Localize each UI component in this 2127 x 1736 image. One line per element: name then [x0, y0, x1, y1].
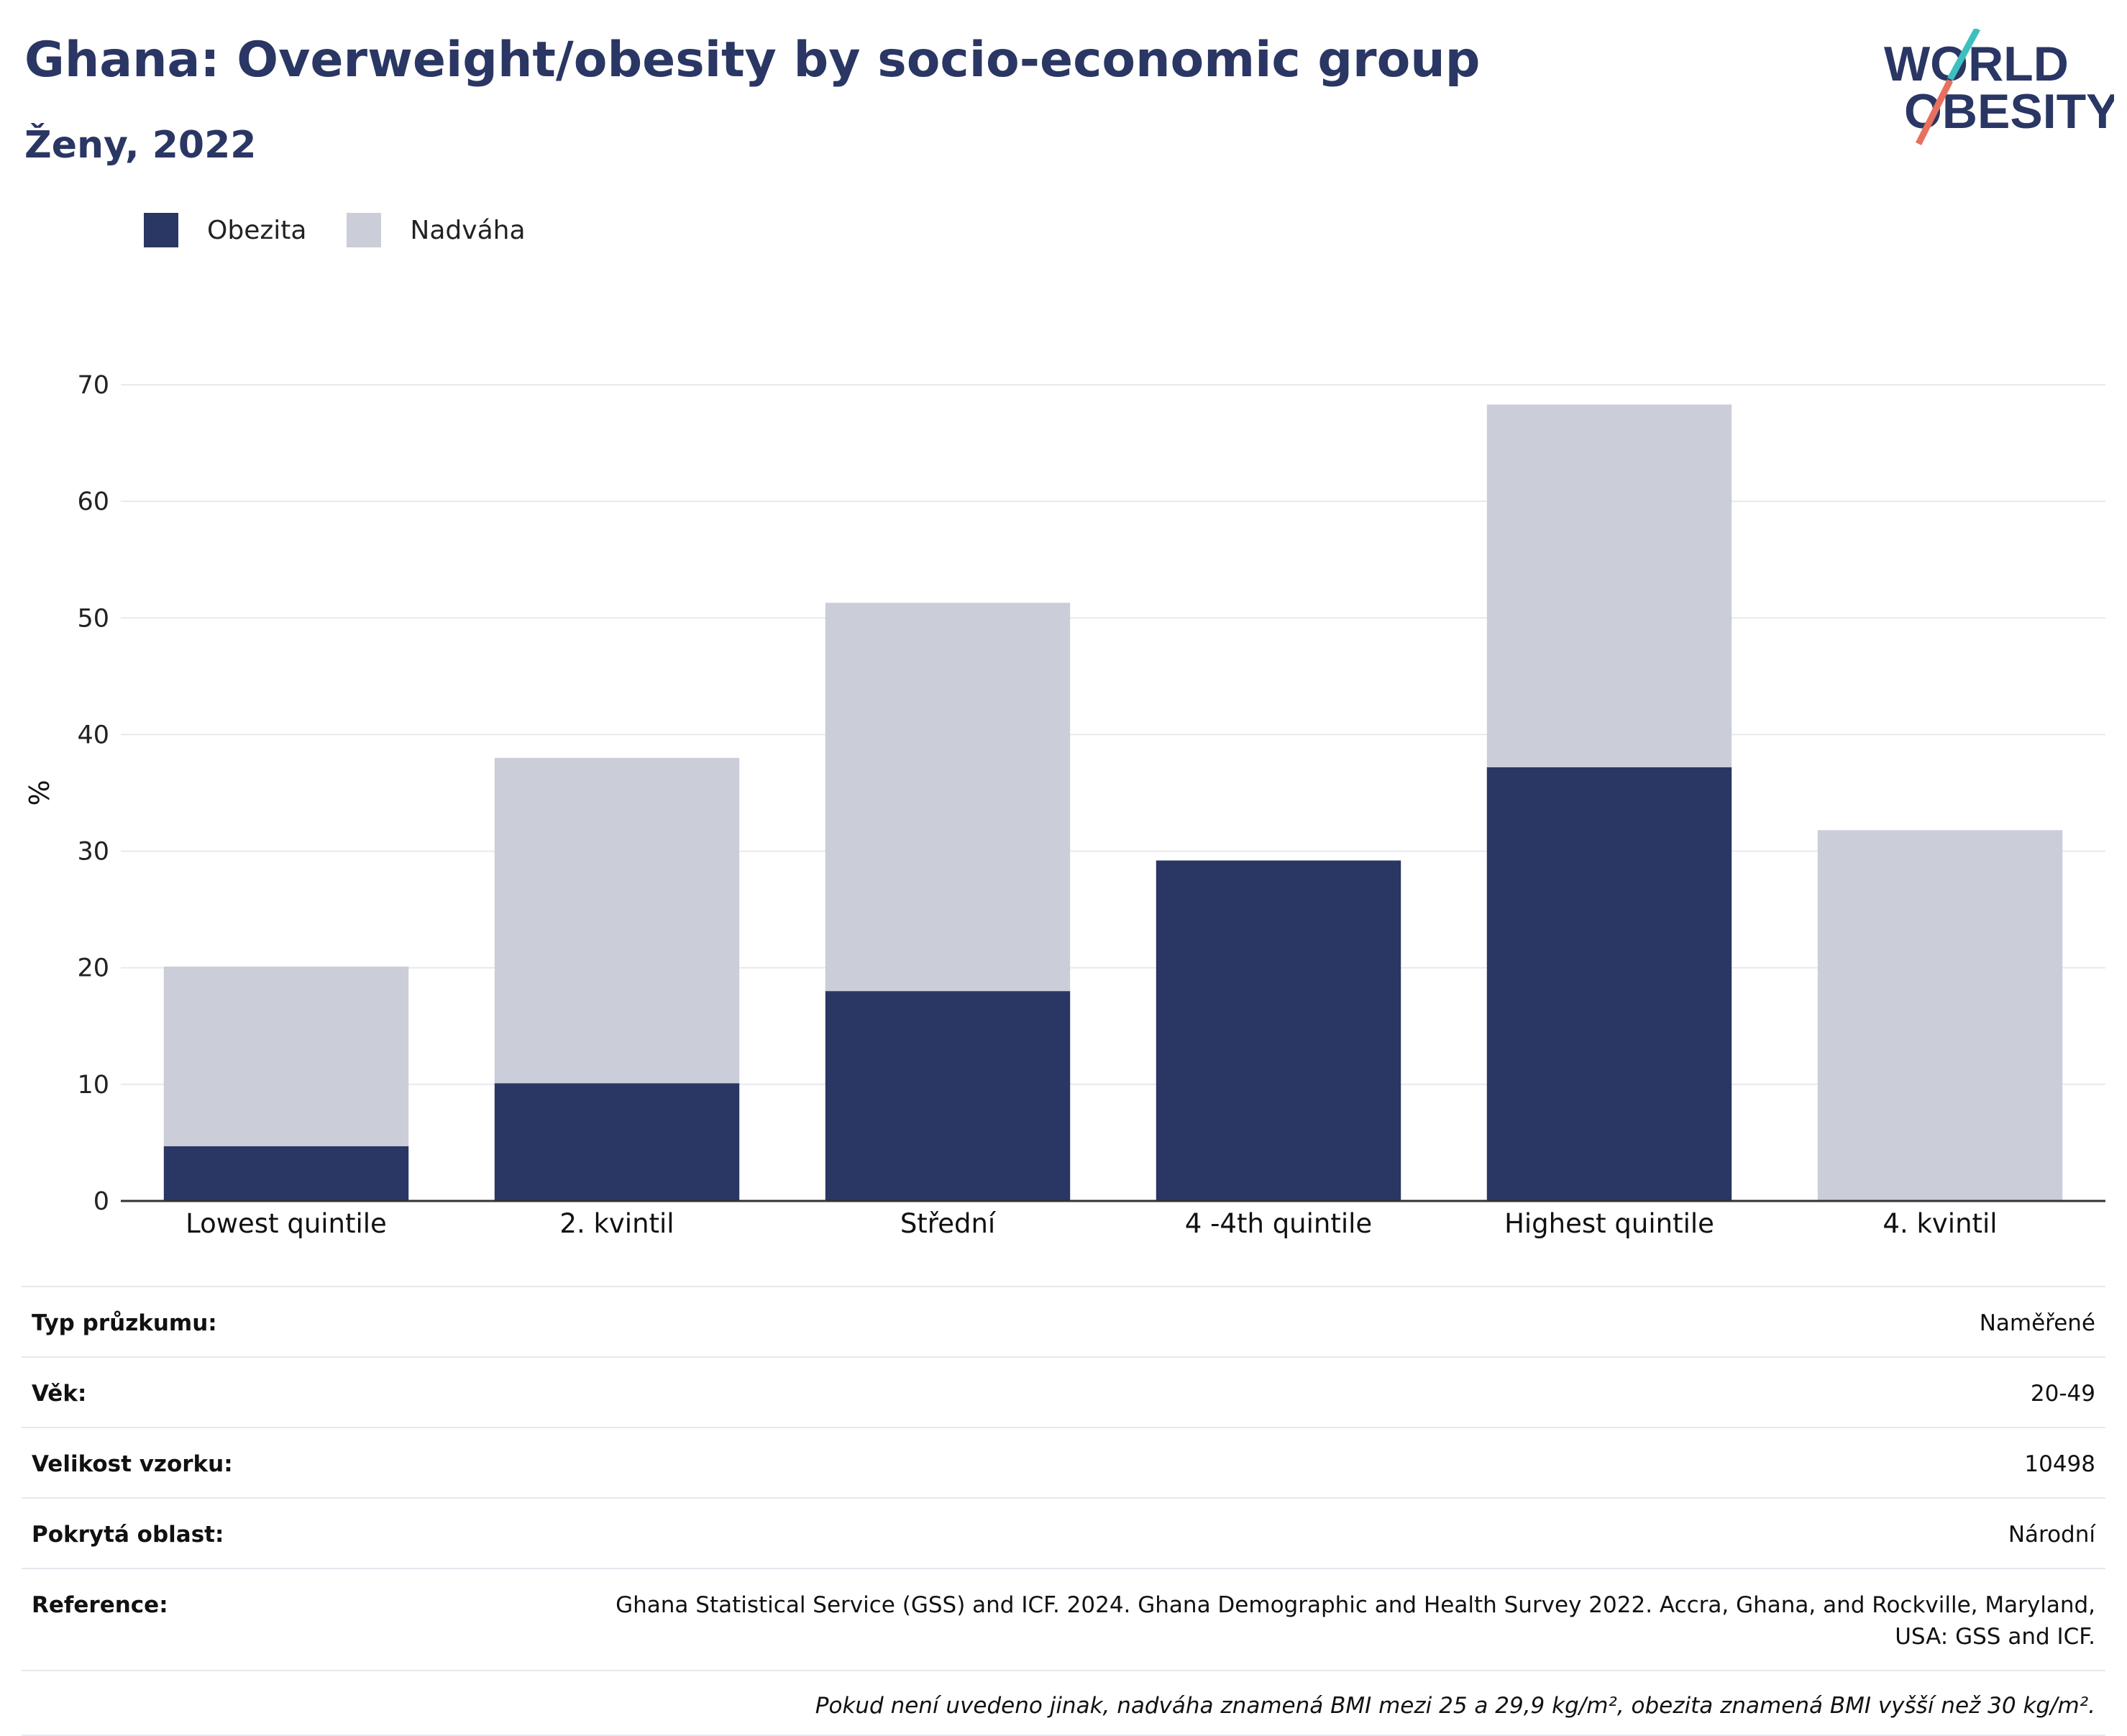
info-row-survey-type: Typ průzkumu: Naměřené — [22, 1286, 2105, 1356]
y-tick-label: 70 — [77, 371, 109, 400]
x-tick-label: 4 -4th quintile — [1185, 1208, 1372, 1239]
survey-info-table: Typ průzkumu: Naměřené Věk: 20-49 Veliko… — [22, 1286, 2105, 1736]
legend-label-overweight: Nadváha — [410, 215, 526, 245]
x-tick-label: Highest quintile — [1504, 1208, 1714, 1239]
y-tick-label: 30 — [77, 838, 109, 867]
y-tick-label: 0 — [93, 1187, 109, 1216]
info-value: 20-49 — [2030, 1381, 2095, 1407]
info-key: Velikost vzorku: — [32, 1451, 233, 1477]
bar-obesity — [163, 1146, 409, 1201]
info-row-age: Věk: 20-49 — [22, 1356, 2105, 1427]
bar-overweight — [494, 757, 740, 1084]
legend-swatch-overweight — [347, 213, 382, 247]
legend-item-overweight[interactable]: Nadváha — [347, 213, 526, 247]
info-value: Ghana Statistical Service (GSS) and ICF.… — [616, 1592, 2095, 1650]
x-tick-label: Lowest quintile — [186, 1208, 387, 1239]
x-tick-label: 2. kvintil — [559, 1208, 674, 1239]
stacked-bar-chart: 0 10 20 30 40 50 60 70% Lowest quintile 2. kvinti… — [24, 371, 2105, 1239]
y-axis-label: % — [24, 780, 55, 805]
y-tick-label: 50 — [77, 604, 109, 633]
info-key: Reference: — [32, 1592, 168, 1618]
world-obesity-logo: WORLD OBESITY — [1884, 29, 2114, 146]
info-key: Typ průzkumu: — [32, 1310, 217, 1336]
footnote: Pokud není uvedeno jinak, nadváha znamen… — [22, 1670, 2105, 1736]
legend-swatch-obesity — [144, 213, 178, 247]
chart-title: Ghana: Overweight/obesity by socio-econo… — [24, 32, 1481, 88]
logo-line-1: WORLD — [1884, 37, 2069, 91]
bar-obesity — [494, 1083, 740, 1201]
y-tick-label: 60 — [77, 488, 109, 516]
chart-legend: Obezita Nadváha — [144, 213, 566, 247]
bar-obesity — [1156, 860, 1401, 1201]
info-row-reference: Reference: Ghana Statistical Service (GS… — [22, 1568, 2105, 1670]
info-row-sample-size: Velikost vzorku: 10498 — [22, 1427, 2105, 1497]
bar-obesity — [1486, 767, 1732, 1201]
legend-item-obesity[interactable]: Obezita — [144, 213, 306, 247]
info-row-coverage: Pokrytá oblast: Národní — [22, 1497, 2105, 1568]
y-tick-label: 20 — [77, 954, 109, 983]
bar-overweight — [825, 603, 1071, 992]
x-tick-label: 4. kvintil — [1883, 1208, 1997, 1239]
y-tick-label: 40 — [77, 721, 109, 749]
info-key: Věk: — [32, 1381, 87, 1407]
legend-label-obesity: Obezita — [207, 215, 307, 245]
chart-subtitle: Ženy, 2022 — [24, 124, 257, 167]
bar-overweight — [163, 967, 409, 1146]
y-tick-label: 10 — [77, 1071, 109, 1100]
bar-obesity — [825, 991, 1071, 1201]
info-value: Naměřené — [1979, 1310, 2095, 1336]
bar-overweight — [1817, 830, 2063, 1201]
bar-overweight — [1486, 404, 1732, 767]
x-tick-label: Střední — [900, 1208, 997, 1239]
info-value: 10498 — [2024, 1451, 2095, 1477]
info-value: Národní — [2008, 1522, 2095, 1548]
info-key: Pokrytá oblast: — [32, 1522, 224, 1548]
logo-line-2: OBESITY — [1904, 84, 2114, 139]
